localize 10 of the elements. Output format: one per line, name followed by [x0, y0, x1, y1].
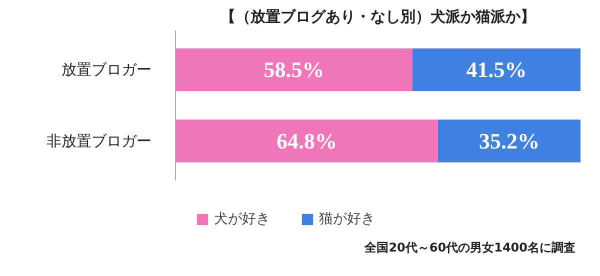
legend-label: 犬が好き: [214, 210, 270, 228]
y-tick-label: 放置ブロガー: [62, 60, 152, 79]
legend-label: 猫が好き: [319, 210, 375, 228]
data-label: 64.8%: [276, 128, 337, 154]
y-tick-label: 非放置ブロガー: [46, 132, 152, 150]
data-label: 35.2%: [478, 128, 540, 154]
data-label: 41.5%: [466, 57, 527, 82]
data-label: 58.5%: [264, 57, 324, 82]
chart-title: 【（放置ブログあり・なし別）犬派か猫派か】: [220, 8, 536, 26]
text: 全国20代～60代の男女1400名に調査: [364, 240, 576, 254]
